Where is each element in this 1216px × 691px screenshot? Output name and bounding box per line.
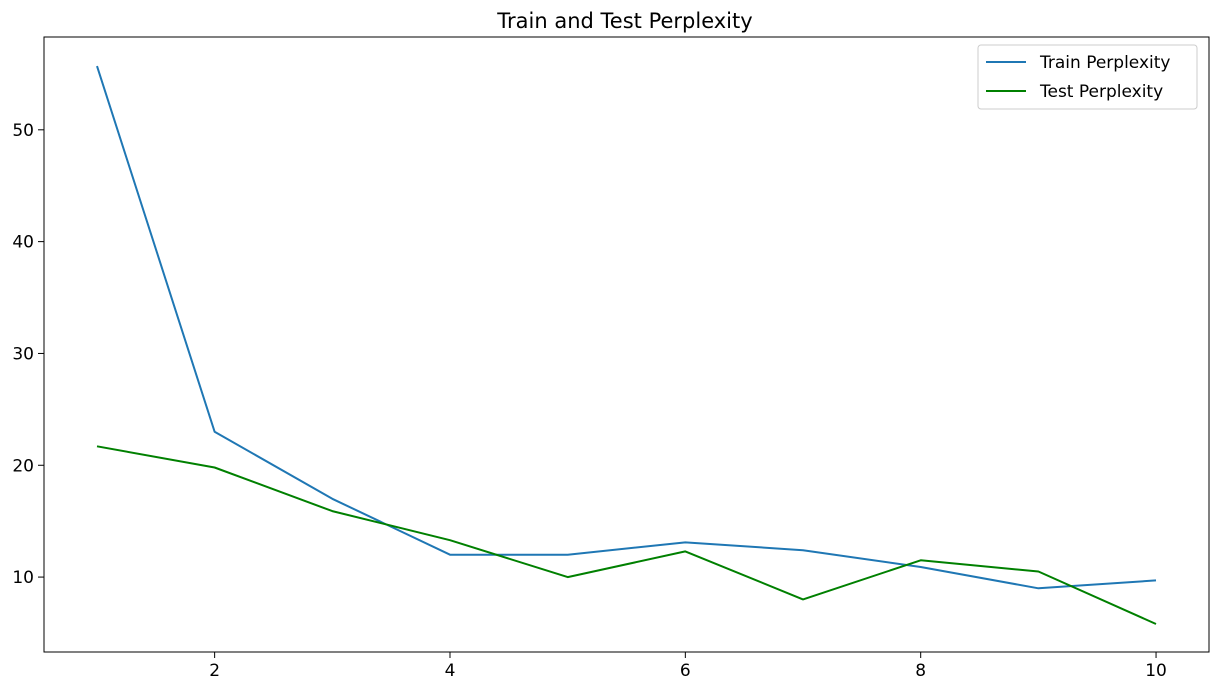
x-tick-label: 4 xyxy=(445,661,456,681)
legend-box xyxy=(977,44,1198,110)
x-axis: 2 4 6 8 10 xyxy=(209,652,1167,681)
x-tick-label: 8 xyxy=(915,661,926,681)
y-tick-label: 50 xyxy=(12,121,34,141)
chart-title: Train and Test Perplexity xyxy=(496,9,752,33)
series-layer xyxy=(96,65,1157,625)
x-tick-label: 2 xyxy=(209,661,220,681)
x-tick-label: 10 xyxy=(1145,661,1167,681)
x-tick-label: 6 xyxy=(680,661,691,681)
legend-label-test: Test Perplexity xyxy=(1039,82,1163,102)
y-tick-label: 30 xyxy=(12,344,34,364)
series-line-test xyxy=(96,445,1157,625)
y-tick-label: 40 xyxy=(12,233,34,253)
legend: Train Perplexity Test Perplexity xyxy=(977,44,1198,110)
y-axis: 10 20 30 40 50 xyxy=(12,121,44,588)
y-tick-label: 10 xyxy=(12,568,34,588)
legend-label-train: Train Perplexity xyxy=(1039,53,1170,73)
y-tick-label: 20 xyxy=(12,456,34,476)
plot-area xyxy=(43,36,1210,653)
series-line-train xyxy=(96,65,1157,590)
